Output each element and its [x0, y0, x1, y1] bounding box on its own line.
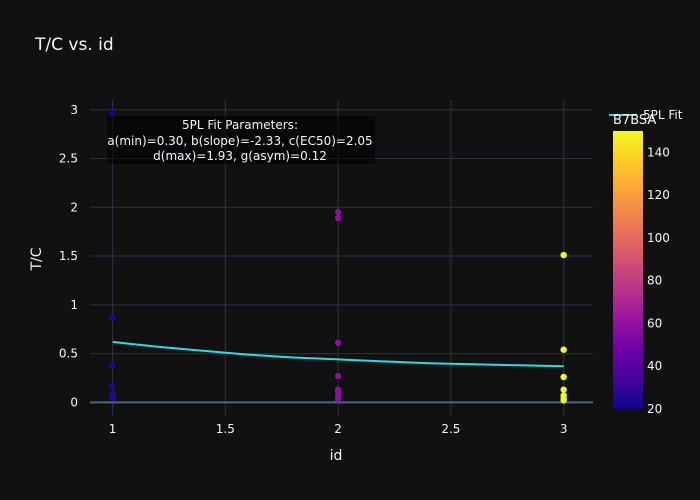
x-tick-label: 3 — [560, 422, 568, 436]
data-point — [560, 373, 567, 381]
data-point — [560, 386, 567, 393]
data-point — [334, 208, 342, 216]
fit-annotation: 5PL Fit Parameters: a(min)=0.30, b(slope… — [107, 116, 375, 164]
data-point — [560, 397, 567, 404]
legend-fit-label: 5PL Fit — [643, 108, 683, 122]
colorbar-tick-label: 80 — [647, 274, 662, 288]
y-tick-label: 0 — [70, 395, 78, 409]
annotation-box — [107, 116, 375, 164]
colorbar-tick-label: 120 — [647, 188, 670, 202]
data-point — [109, 314, 116, 321]
data-point — [334, 396, 342, 403]
colorbar-tick-label: 60 — [647, 316, 662, 330]
colorbar-tick-label: 20 — [647, 402, 662, 416]
y-axis-label: T/C — [29, 247, 45, 271]
data-point — [109, 382, 116, 389]
data-point — [109, 109, 116, 116]
x-tick-label: 2 — [334, 422, 342, 436]
chart-title: T/C vs. id — [34, 35, 114, 55]
y-tick-label: 1.5 — [59, 249, 78, 263]
data-point — [334, 372, 342, 380]
colorbar: 20 40 60 80 100 120 140 — [613, 131, 670, 416]
colorbar-tick-label: 100 — [647, 231, 670, 245]
annotation-line-2: a(min)=0.30, b(slope)=-2.33, c(EC50)=2.0… — [107, 134, 372, 148]
colorbar-ramp — [613, 131, 643, 409]
colorbar-tick-label: 40 — [647, 359, 662, 373]
legend[interactable]: 5PL Fit — [609, 108, 683, 122]
data-point — [109, 362, 116, 369]
data-point — [334, 339, 342, 347]
data-point — [560, 251, 567, 259]
y-tick-label: 2 — [70, 200, 78, 214]
annotation-line-1: 5PL Fit Parameters: — [182, 118, 298, 132]
y-tick-label: 2.5 — [59, 152, 78, 166]
annotation-line-3: d(max)=1.93, g(asym)=0.12 — [153, 149, 327, 163]
y-tick-label: 0.5 — [59, 347, 78, 361]
y-tick-label: 3 — [70, 103, 78, 117]
data-point — [560, 346, 567, 353]
data-point — [334, 388, 342, 395]
x-axis-label: id — [330, 448, 343, 464]
y-tick-label: 1 — [70, 298, 78, 312]
colorbar-title: B7BSA — [613, 113, 656, 128]
fit-line — [112, 340, 564, 368]
data-point — [109, 390, 116, 397]
colorbar-tick-label: 140 — [647, 145, 670, 159]
x-tick-label: 1.5 — [216, 422, 235, 436]
data-point — [109, 395, 116, 402]
x-tick-label: 1 — [109, 422, 117, 436]
data-point — [334, 214, 342, 222]
x-tick-label: 2.5 — [441, 422, 460, 436]
